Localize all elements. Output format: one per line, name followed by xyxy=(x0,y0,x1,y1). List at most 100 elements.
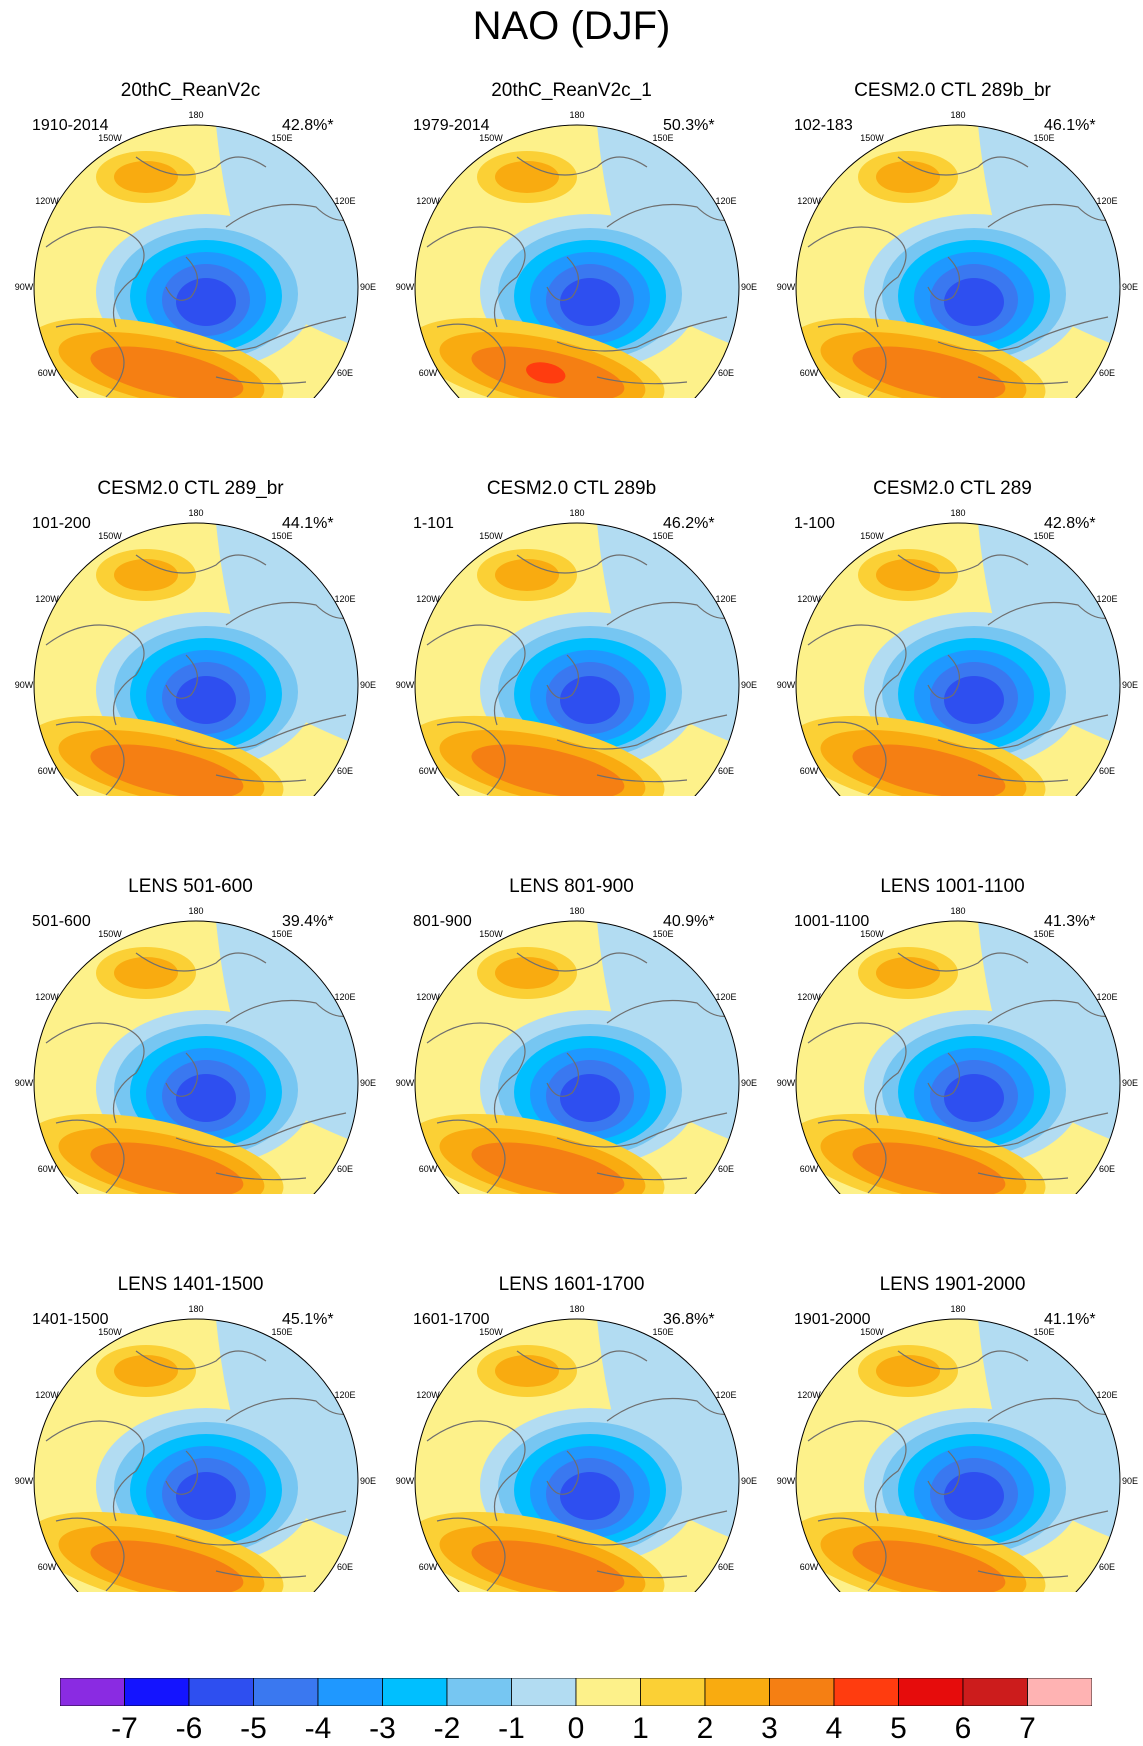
panel-period: 102-183 xyxy=(794,117,853,134)
longitude-label: 120W xyxy=(416,594,440,604)
coastline xyxy=(175,1112,347,1148)
coastline xyxy=(927,256,960,301)
panel-title: CESM2.0 CTL 289 xyxy=(873,478,1032,499)
longitude-label: 180 xyxy=(950,110,965,120)
coastline xyxy=(225,203,357,228)
longitude-label: 90E xyxy=(360,680,376,690)
coastline xyxy=(596,1570,688,1579)
coastline xyxy=(927,1450,960,1495)
panel-period: 1-100 xyxy=(794,515,835,532)
longitude-label: 120E xyxy=(334,196,355,206)
map-panel: 180150E120E90E60E30E030W60W90W120W150W LE… xyxy=(762,1194,1143,1592)
coastline xyxy=(516,554,648,574)
longitude-label: 60E xyxy=(718,368,734,378)
positive-contour-band xyxy=(90,1540,244,1592)
longitude-label: 120W xyxy=(35,196,59,206)
colorbar-swatch xyxy=(898,1678,964,1706)
longitude-label: 60E xyxy=(718,1164,734,1174)
panel-period: 1401-1500 xyxy=(32,1311,109,1328)
coastline xyxy=(215,376,307,385)
coastline xyxy=(606,1000,738,1024)
panel-variance: 42.8%* xyxy=(282,117,334,134)
map-panel: 180150E120E90E60E30E030W60W90W120W150WLE… xyxy=(762,796,1143,1194)
longitude-label: 90W xyxy=(15,282,34,292)
coastline xyxy=(175,316,347,352)
panel-title: LENS 1901-2000 xyxy=(879,1274,1026,1295)
panel-variance: 42.8%* xyxy=(1044,515,1096,532)
polar-map: 180150E120E90E60E30E030W60W90W120W150W xyxy=(15,906,376,1194)
coastline xyxy=(937,1510,1109,1546)
longitude-label: 120E xyxy=(334,1390,355,1400)
coastline xyxy=(807,226,907,328)
coastline xyxy=(165,1450,198,1495)
coastline xyxy=(516,156,648,176)
coastline xyxy=(987,602,1119,626)
longitude-label: 180 xyxy=(569,1304,584,1314)
map-panel: 180150E120E90E60E30E030W60W90W120W150WCE… xyxy=(381,398,762,796)
panel-period: 1-101 xyxy=(413,515,454,532)
panel-period: 1901-2000 xyxy=(794,1311,871,1328)
polar-map: 180150E120E90E60E30E030W60W90W120W150W xyxy=(777,1304,1138,1592)
coastline xyxy=(817,1119,887,1194)
longitude-label: 150E xyxy=(271,1327,292,1337)
negative-contour-band xyxy=(560,676,620,724)
polar-map: 180150E120E90E60E30E030W60W90W120W150W xyxy=(15,1304,376,1592)
map-border xyxy=(795,522,1121,796)
longitude-label: 120W xyxy=(35,1390,59,1400)
longitude-label: 60W xyxy=(419,368,438,378)
longitude-label: 120E xyxy=(715,594,736,604)
map-panel: 180150E120E90E60E30E030W60W90W120W150W20… xyxy=(0,0,381,398)
coastline xyxy=(135,156,267,176)
longitude-label: 90E xyxy=(741,1476,757,1486)
panel-title: LENS 1601-1700 xyxy=(498,1274,645,1295)
longitude-label: 90E xyxy=(1122,680,1138,690)
longitude-label: 90W xyxy=(777,680,796,690)
longitude-label: 90W xyxy=(15,1476,34,1486)
coastline xyxy=(817,1517,887,1592)
coastline xyxy=(937,316,1109,352)
negative-contour-band xyxy=(176,1074,236,1122)
colorbar-swatch xyxy=(575,1678,641,1706)
panel-variance: 39.4%* xyxy=(282,913,334,930)
longitude-label: 120E xyxy=(715,1390,736,1400)
map-panel: 180150E120E90E60E30E030W60W90W120W150WLE… xyxy=(0,796,381,1194)
coastline xyxy=(556,714,728,750)
coastline xyxy=(516,952,648,972)
colorbar-swatch xyxy=(382,1678,448,1706)
longitude-label: 60W xyxy=(800,1562,819,1572)
coastline xyxy=(977,774,1069,783)
longitude-label: 120E xyxy=(715,196,736,206)
longitude-label: 90W xyxy=(396,1078,415,1088)
colorbar-swatch xyxy=(704,1678,770,1706)
longitude-label: 180 xyxy=(950,906,965,916)
colorbar-swatch xyxy=(640,1678,706,1706)
panel-variance: 45.1%* xyxy=(282,1311,334,1328)
coastline xyxy=(45,226,145,328)
map-border xyxy=(795,124,1121,398)
longitude-label: 120W xyxy=(797,594,821,604)
coastline xyxy=(897,1350,1029,1370)
coastline xyxy=(897,156,1029,176)
panel-period: 1601-1700 xyxy=(413,1311,490,1328)
longitude-label: 60E xyxy=(337,1164,353,1174)
panel-title: CESM2.0 CTL 289_br xyxy=(97,478,284,499)
coastline xyxy=(817,721,887,796)
coastline xyxy=(426,1420,526,1522)
colorbar-swatch xyxy=(188,1678,254,1706)
pacific-contour-band xyxy=(495,559,559,591)
coastline xyxy=(927,654,960,699)
longitude-label: 120E xyxy=(1096,1390,1117,1400)
positive-contour-band xyxy=(852,744,1006,796)
coastline xyxy=(516,1350,648,1370)
positive-contour-band xyxy=(852,346,1006,398)
longitude-label: 90W xyxy=(15,1078,34,1088)
pacific-contour-band xyxy=(114,161,178,193)
colorbar-swatch xyxy=(446,1678,512,1706)
map-panel: 180150E120E90E60E30E030W60W90W120W150WCE… xyxy=(0,398,381,796)
coastline xyxy=(215,1570,307,1579)
coastline xyxy=(556,1510,728,1546)
colorbar-swatch xyxy=(769,1678,835,1706)
coastline xyxy=(436,323,506,398)
longitude-label: 60W xyxy=(800,766,819,776)
longitude-label: 90W xyxy=(396,1476,415,1486)
